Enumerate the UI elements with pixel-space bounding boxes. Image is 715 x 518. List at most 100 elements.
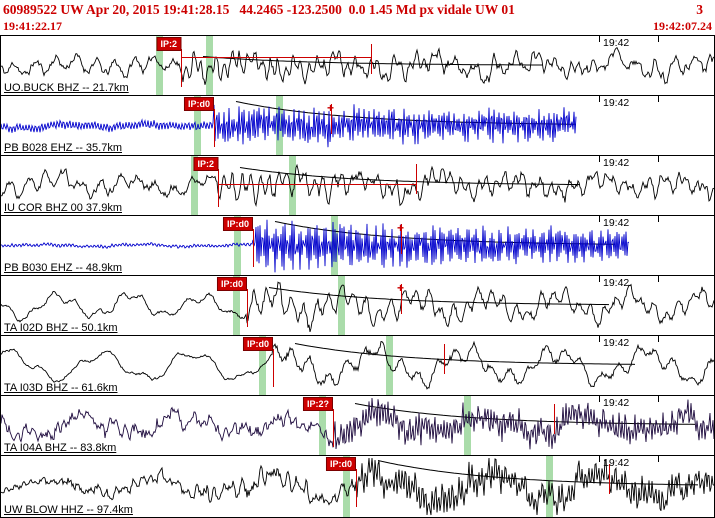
minute-tick — [658, 36, 659, 42]
seismogram-trace[interactable] — [1, 36, 714, 95]
pick-line[interactable] — [247, 289, 248, 327]
seismogram-trace[interactable] — [1, 456, 714, 517]
minute-label: 19:42 — [603, 337, 630, 349]
waveform-panel[interactable]: IP:2 19:42 IU COR BHZ 00 37.9km — [1, 156, 714, 216]
coda-duration-line — [181, 57, 371, 58]
seismogram-trace[interactable] — [1, 156, 714, 215]
seismogram-trace[interactable] — [1, 216, 714, 275]
pick-label[interactable]: IP:2 — [193, 157, 218, 171]
minute-tick — [599, 156, 600, 162]
coda-end-marker[interactable] — [401, 224, 402, 254]
coda-end-marker[interactable] — [401, 284, 402, 314]
coda-decay-curve — [377, 460, 699, 486]
minute-label: 19:42 — [603, 397, 630, 409]
coda-decay-curve — [268, 287, 610, 306]
minute-label: 19:42 — [603, 217, 630, 229]
pick-line[interactable] — [273, 349, 274, 387]
minute-tick — [599, 216, 600, 222]
seismogram-trace[interactable] — [1, 336, 714, 395]
minute-tick — [599, 456, 600, 462]
trace-waveform — [1, 340, 714, 390]
highlight-band — [233, 276, 240, 335]
coda-plus-marker: + — [397, 281, 405, 295]
pick-label[interactable]: IP:2? — [302, 397, 333, 411]
station-label: TA I04A BHZ -- 83.8km — [4, 442, 117, 454]
highlight-band — [343, 456, 350, 517]
coda-duration-line — [218, 184, 416, 185]
coda-end-marker[interactable] — [371, 44, 372, 74]
highlight-band — [206, 36, 213, 95]
highlight-band — [319, 396, 326, 455]
pick-label[interactable]: IP:d0 — [325, 457, 356, 471]
station-label: UO.BUCK BHZ -- 21.7km — [4, 82, 129, 94]
event-header: 60989522 UW Apr 20, 2015 19:41:28.15 44.… — [0, 0, 715, 19]
station-label: IU COR BHZ 00 37.9km — [4, 202, 122, 214]
minute-tick — [599, 336, 600, 342]
pick-line[interactable] — [253, 229, 254, 267]
minute-tick — [658, 456, 659, 462]
waveform-panel[interactable]: + IP:d0 19:42 PB B028 EHZ -- 35.7km — [1, 96, 714, 156]
waveform-panels: IP:2 19:42 UO.BUCK BHZ -- 21.7km + IP:d0 19:4… — [0, 35, 715, 518]
minute-label: 19:42 — [603, 457, 630, 469]
highlight-band — [464, 396, 471, 455]
highlight-band — [234, 216, 241, 275]
coda-end-marker[interactable] — [554, 404, 555, 434]
waveform-panel[interactable]: IP:2 19:42 UO.BUCK BHZ -- 21.7km — [1, 36, 714, 96]
highlight-band — [338, 276, 345, 335]
time-window-bar: 19:41:22.17 19:42:07.24 — [0, 19, 715, 35]
station-label: UW BLOW HHZ -- 97.4km — [4, 504, 133, 516]
minute-tick — [658, 156, 659, 162]
minute-tick — [658, 216, 659, 222]
coda-decay-curve — [235, 101, 577, 125]
pick-label[interactable]: IP:d0 — [242, 337, 273, 351]
trace-waveform — [1, 219, 629, 273]
coda-plus-marker: + — [327, 101, 335, 115]
pick-line[interactable] — [181, 49, 182, 87]
minute-tick — [658, 276, 659, 282]
pick-label[interactable]: IP:d0 — [183, 97, 214, 111]
waveform-panel[interactable]: + IP:d0 19:42 TA I02D BHZ -- 50.1km — [1, 276, 714, 336]
coda-end-marker[interactable] — [416, 164, 417, 194]
highlight-band — [191, 156, 198, 215]
trace-waveform — [1, 397, 714, 450]
minute-tick — [599, 36, 600, 42]
coda-decay-curve — [294, 343, 636, 365]
seismogram-trace[interactable] — [1, 396, 714, 455]
trace-waveform — [1, 163, 714, 207]
window-end-time: 19:42:07.24 — [653, 19, 712, 33]
waveform-panel[interactable]: IP:d0 19:42 UW BLOW HHZ -- 97.4km — [1, 456, 714, 517]
pick-line[interactable] — [333, 409, 334, 447]
minute-tick — [599, 96, 600, 102]
minute-tick — [599, 276, 600, 282]
minute-tick — [658, 396, 659, 402]
minute-tick — [658, 96, 659, 102]
pick-line[interactable] — [218, 169, 219, 207]
seismogram-trace[interactable] — [1, 96, 714, 155]
event-summary: 60989522 UW Apr 20, 2015 19:41:28.15 44.… — [3, 1, 515, 17]
pick-line[interactable] — [356, 469, 357, 507]
coda-plus-marker: + — [397, 221, 405, 235]
minute-tick — [658, 336, 659, 342]
pick-label[interactable]: IP:d0 — [222, 217, 253, 231]
minute-tick — [599, 396, 600, 402]
minute-label: 19:42 — [603, 277, 630, 289]
coda-end-marker[interactable] — [331, 104, 332, 134]
trace-waveform — [1, 457, 714, 516]
minute-label: 19:42 — [603, 157, 630, 169]
waveform-panel[interactable]: IP:d0 19:42 TA I03D BHZ -- 61.6km — [1, 336, 714, 396]
pick-label[interactable]: IP:2 — [156, 37, 181, 51]
station-label: PB B030 EHZ -- 48.9km — [4, 262, 122, 274]
seismogram-trace[interactable] — [1, 276, 714, 335]
waveform-panel[interactable]: IP:2? 19:42 TA I04A BHZ -- 83.8km — [1, 396, 714, 456]
trace-waveform — [1, 47, 714, 85]
station-label: TA I02D BHZ -- 50.1km — [4, 322, 118, 334]
trace-waveform — [1, 104, 577, 148]
coda-end-marker[interactable] — [444, 344, 445, 374]
coda-end-marker[interactable] — [609, 464, 610, 494]
station-label: PB B028 EHZ -- 35.7km — [4, 142, 122, 154]
pick-label[interactable]: IP:d0 — [216, 277, 247, 291]
pick-line[interactable] — [214, 109, 215, 147]
waveform-panel[interactable]: + IP:d0 19:42 PB B030 EHZ -- 48.9km — [1, 216, 714, 276]
highlight-band — [289, 156, 296, 215]
